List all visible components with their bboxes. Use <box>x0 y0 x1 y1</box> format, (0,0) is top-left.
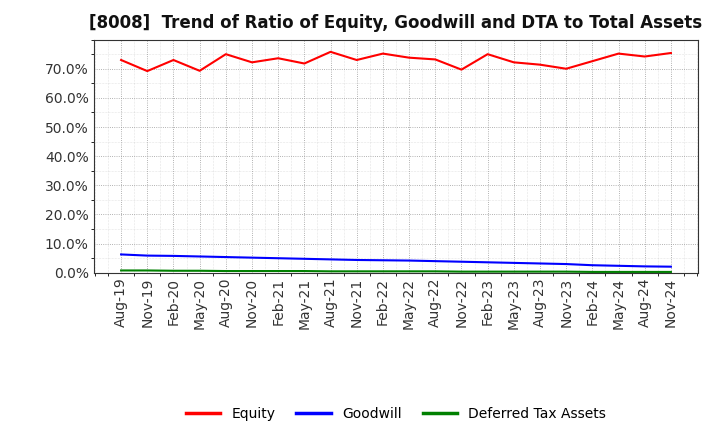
Equity <box>169 57 178 62</box>
Deferred Tax Assets <box>379 269 387 274</box>
Equity <box>667 50 675 55</box>
Goodwill <box>195 254 204 259</box>
Title: [8008]  Trend of Ratio of Equity, Goodwill and DTA to Total Assets: [8008] Trend of Ratio of Equity, Goodwil… <box>89 15 703 33</box>
Equity <box>195 68 204 73</box>
Equity <box>352 57 361 62</box>
Goodwill <box>405 258 413 263</box>
Deferred Tax Assets <box>667 269 675 275</box>
Goodwill <box>483 260 492 265</box>
Equity <box>614 51 623 56</box>
Equity <box>562 66 570 71</box>
Deferred Tax Assets <box>405 269 413 274</box>
Deferred Tax Assets <box>536 269 544 274</box>
Goodwill <box>431 258 440 264</box>
Deferred Tax Assets <box>222 268 230 274</box>
Legend: Equity, Goodwill, Deferred Tax Assets: Equity, Goodwill, Deferred Tax Assets <box>180 401 612 426</box>
Goodwill <box>667 264 675 269</box>
Goodwill <box>326 257 335 262</box>
Goodwill <box>614 263 623 268</box>
Equity <box>300 61 309 66</box>
Equity <box>143 69 152 74</box>
Deferred Tax Assets <box>640 269 649 275</box>
Deferred Tax Assets <box>457 269 466 274</box>
Deferred Tax Assets <box>117 268 125 273</box>
Equity <box>117 57 125 62</box>
Deferred Tax Assets <box>143 268 152 273</box>
Deferred Tax Assets <box>588 269 597 275</box>
Goodwill <box>169 253 178 259</box>
Deferred Tax Assets <box>431 269 440 274</box>
Deferred Tax Assets <box>510 269 518 274</box>
Deferred Tax Assets <box>195 268 204 273</box>
Deferred Tax Assets <box>614 269 623 275</box>
Equity <box>326 49 335 55</box>
Equity <box>483 51 492 57</box>
Equity <box>274 55 282 61</box>
Line: Equity: Equity <box>121 52 671 71</box>
Goodwill <box>274 256 282 261</box>
Goodwill <box>588 263 597 268</box>
Equity <box>510 60 518 65</box>
Deferred Tax Assets <box>300 268 309 274</box>
Goodwill <box>248 255 256 260</box>
Goodwill <box>117 252 125 257</box>
Goodwill <box>562 261 570 267</box>
Equity <box>588 59 597 64</box>
Equity <box>222 51 230 57</box>
Deferred Tax Assets <box>352 269 361 274</box>
Equity <box>431 57 440 62</box>
Equity <box>405 55 413 60</box>
Deferred Tax Assets <box>274 268 282 274</box>
Goodwill <box>222 254 230 260</box>
Equity <box>640 54 649 59</box>
Equity <box>379 51 387 56</box>
Line: Goodwill: Goodwill <box>121 254 671 267</box>
Deferred Tax Assets <box>483 269 492 274</box>
Equity <box>457 67 466 72</box>
Equity <box>248 60 256 65</box>
Deferred Tax Assets <box>169 268 178 273</box>
Goodwill <box>510 260 518 265</box>
Goodwill <box>640 264 649 269</box>
Goodwill <box>300 256 309 261</box>
Deferred Tax Assets <box>248 268 256 274</box>
Goodwill <box>457 259 466 264</box>
Goodwill <box>536 261 544 266</box>
Deferred Tax Assets <box>562 269 570 274</box>
Deferred Tax Assets <box>326 269 335 274</box>
Equity <box>536 62 544 67</box>
Goodwill <box>352 257 361 263</box>
Line: Deferred Tax Assets: Deferred Tax Assets <box>121 271 671 272</box>
Goodwill <box>379 258 387 263</box>
Goodwill <box>143 253 152 258</box>
